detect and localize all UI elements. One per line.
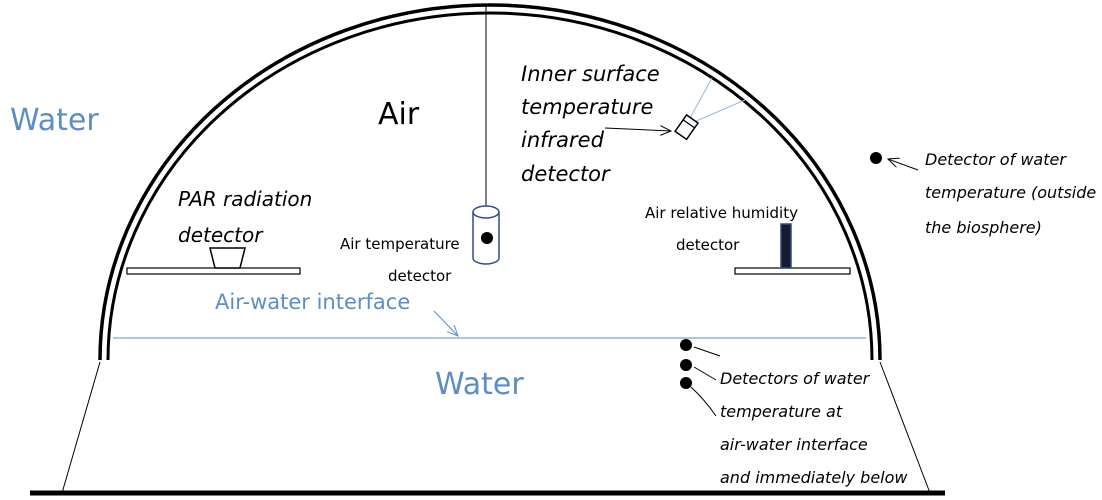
label: infrared (521, 128, 605, 152)
ir-sensor (674, 113, 700, 141)
label: detector (676, 236, 740, 254)
ir-view (693, 99, 746, 123)
labels: Water Air Inner surface temperature infr… (10, 62, 1096, 487)
label: air-water interface (720, 435, 868, 454)
label: Air relative humidity (645, 204, 798, 222)
label: Water (10, 103, 99, 138)
ir-view (689, 77, 713, 119)
arrow (604, 128, 671, 131)
label: temperature at (720, 402, 843, 421)
dome-outer (98, 3, 882, 361)
rope-left (61, 361, 101, 494)
label: detector (178, 223, 264, 247)
arrow (888, 159, 919, 171)
leader (693, 346, 721, 357)
label: PAR radiation (178, 187, 312, 211)
shelf-left (126, 267, 301, 275)
label: Air-water interface (215, 290, 410, 314)
air-temp-sensor (481, 232, 493, 244)
interface-sensor (680, 377, 692, 389)
label: Water (435, 367, 524, 402)
shelf-right (734, 267, 851, 275)
label: Air (378, 97, 420, 132)
label: temperature (outside (925, 183, 1096, 202)
cylinder (472, 212, 500, 265)
interface-sensor (680, 339, 692, 351)
label: and immediately below (720, 468, 908, 487)
par-sensor (209, 247, 246, 269)
label: detector (388, 267, 452, 285)
label: detector (521, 162, 611, 186)
label: temperature (521, 95, 653, 119)
interface-sensor (680, 359, 692, 371)
label: Detector of water (925, 150, 1067, 169)
cylinder-top (472, 205, 500, 219)
structure (30, 3, 945, 496)
label: Detectors of water (720, 369, 871, 388)
rope-right (879, 361, 931, 494)
label: Air temperature (340, 235, 460, 253)
arrow (433, 310, 458, 336)
leader (690, 386, 717, 417)
leader (693, 366, 717, 381)
outside-sensor (870, 152, 882, 164)
dome-inner (106, 11, 874, 361)
humidity-sensor (780, 223, 792, 269)
label: the biosphere) (925, 218, 1042, 237)
label: Inner surface (521, 62, 660, 86)
